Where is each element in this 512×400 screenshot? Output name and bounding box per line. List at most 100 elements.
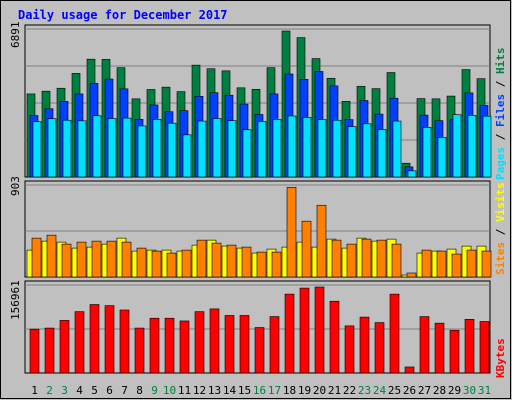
svg-text:Pages / Files / Hits: Pages / Files / Hits — [494, 48, 507, 181]
x-tick-label-day-15: 15 — [238, 384, 251, 397]
x-tick-label-day-9: 9 — [151, 384, 158, 397]
legend-sites: Sites — [494, 242, 507, 275]
x-tick-label-day-19: 19 — [298, 384, 311, 397]
bar-kbytes-day-28 — [434, 322, 445, 374]
bar-sites-day-11 — [181, 249, 192, 278]
x-tick-label-day-30: 30 — [463, 384, 476, 397]
bar-kbytes-day-2 — [44, 327, 55, 374]
bar-pages-day-14 — [227, 120, 237, 178]
bar-sites-day-13 — [211, 242, 222, 278]
bar-pages-day-28 — [437, 137, 447, 178]
bar-sites-day-7 — [121, 241, 132, 278]
legend-kbytes-panel: KBytes — [494, 338, 507, 378]
bar-sites-day-23 — [361, 238, 372, 278]
bar-kbytes-day-16 — [254, 327, 265, 374]
bar-pages-day-21 — [332, 119, 342, 178]
bar-pages-day-20 — [317, 119, 327, 178]
bar-pages-day-22 — [347, 126, 357, 178]
bar-sites-day-16 — [256, 251, 267, 278]
bar-pages-day-17 — [272, 119, 282, 178]
bar-pages-day-5 — [92, 115, 102, 178]
legend-pages: Pages — [494, 147, 507, 180]
bar-pages-day-9 — [152, 119, 162, 178]
x-tick-label-day-31: 31 — [478, 384, 491, 397]
x-tick-label-day-11: 11 — [178, 384, 191, 397]
x-tick-label-day-25: 25 — [388, 384, 401, 397]
x-tick-label-day-5: 5 — [91, 384, 98, 397]
bar-sites-day-29 — [451, 253, 462, 278]
x-tick-label-day-26: 26 — [403, 384, 416, 397]
visits-sites-panel — [24, 180, 492, 278]
bar-pages-day-24 — [377, 129, 387, 178]
x-tick-label-day-14: 14 — [223, 384, 237, 397]
bar-sites-day-21 — [331, 239, 342, 278]
bar-kbytes-day-6 — [104, 305, 115, 374]
bar-sites-day-20 — [316, 204, 327, 278]
x-tick-label-day-8: 8 — [136, 384, 143, 397]
x-tick-label-day-24: 24 — [373, 384, 387, 397]
bar-kbytes-day-23 — [359, 316, 370, 374]
bar-sites-day-14 — [226, 244, 237, 278]
hits-files-pages-panel — [24, 24, 492, 178]
x-tick-label-day-10: 10 — [163, 384, 176, 397]
bar-sites-day-2 — [46, 234, 57, 278]
y-max-label-kbytes: 156961 — [9, 280, 22, 320]
bar-kbytes-day-13 — [209, 308, 220, 374]
bar-kbytes-day-20 — [314, 286, 325, 374]
legend-hits-panel: Pages / Files / Hits — [494, 48, 507, 181]
bar-pages-day-12 — [197, 120, 207, 178]
x-tick-label-day-13: 13 — [208, 384, 221, 397]
legend-kbytes: KBytes — [494, 338, 507, 378]
bar-kbytes-day-5 — [89, 304, 100, 374]
x-tick-label-day-2: 2 — [46, 384, 53, 397]
bar-pages-day-16 — [257, 121, 267, 178]
bar-pages-day-23 — [362, 123, 372, 178]
x-tick-label-day-29: 29 — [448, 384, 461, 397]
bar-sites-day-19 — [301, 220, 312, 278]
bar-kbytes-day-8 — [134, 327, 145, 374]
bar-pages-day-31 — [482, 115, 492, 178]
y-max-label-hits: 6891 — [9, 22, 22, 49]
bar-kbytes-day-12 — [194, 311, 205, 374]
legend-visits-panel: Sites / Visits — [494, 182, 507, 275]
bar-kbytes-day-15 — [239, 315, 250, 374]
bar-pages-day-15 — [242, 129, 252, 178]
bar-kbytes-day-7 — [119, 309, 130, 374]
bar-sites-day-24 — [376, 239, 387, 278]
bar-sites-day-10 — [166, 252, 177, 278]
x-tick-label-day-3: 3 — [61, 384, 68, 397]
bar-pages-day-8 — [137, 125, 147, 178]
y-max-label-visits: 903 — [9, 176, 22, 196]
bar-sites-day-15 — [241, 246, 252, 278]
chart-title: Daily usage for December 2017 — [18, 8, 228, 22]
x-tick-label-day-28: 28 — [433, 384, 446, 397]
bar-kbytes-day-9 — [149, 317, 160, 374]
bar-kbytes-day-10 — [164, 317, 175, 374]
x-tick-label-day-7: 7 — [121, 384, 128, 397]
legend-hits: Hits — [494, 48, 507, 75]
bar-kbytes-day-14 — [224, 315, 235, 374]
bar-pages-day-4 — [77, 120, 87, 178]
bar-kbytes-day-24 — [374, 322, 385, 374]
bar-pages-day-26 — [407, 170, 417, 178]
bar-sites-day-5 — [91, 240, 102, 278]
bar-kbytes-day-11 — [179, 320, 190, 374]
x-tick-label-day-21: 21 — [328, 384, 341, 397]
bar-kbytes-day-19 — [299, 287, 310, 374]
bar-pages-day-6 — [107, 118, 117, 178]
x-tick-label-day-20: 20 — [313, 384, 326, 397]
bar-pages-day-3 — [62, 119, 72, 178]
bar-pages-day-7 — [122, 117, 132, 178]
bar-sites-day-17 — [271, 251, 282, 278]
bar-sites-day-22 — [346, 243, 357, 278]
bar-sites-day-1 — [31, 237, 42, 278]
bar-pages-day-25 — [392, 120, 402, 178]
bar-pages-day-1 — [32, 121, 42, 178]
bar-pages-day-2 — [47, 118, 57, 178]
bar-kbytes-day-18 — [284, 293, 295, 374]
bar-kbytes-day-26 — [404, 366, 415, 374]
bar-sites-day-4 — [76, 241, 87, 278]
bar-pages-day-27 — [422, 127, 432, 178]
x-tick-label-day-22: 22 — [343, 384, 356, 397]
